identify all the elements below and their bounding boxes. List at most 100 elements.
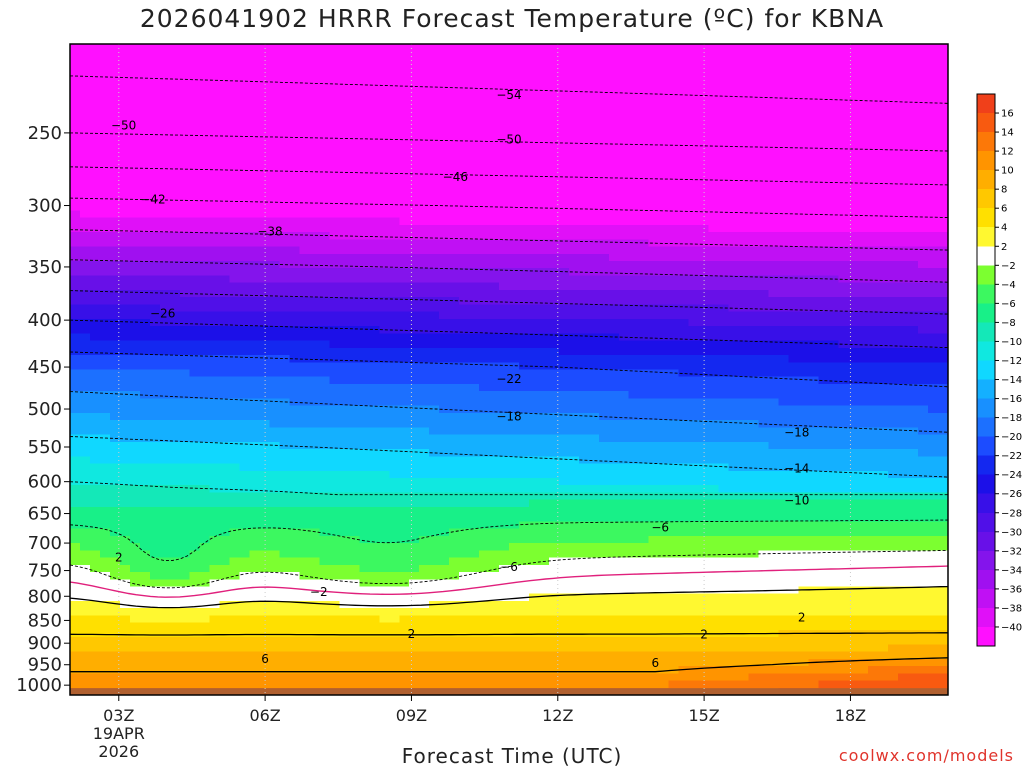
- temperature-cell: [399, 593, 410, 602]
- temperature-cell: [139, 579, 151, 588]
- temperature-cell: [548, 318, 560, 327]
- temperature-cell: [608, 217, 620, 226]
- temperature-cell: [489, 463, 500, 472]
- temperature-cell: [518, 282, 530, 291]
- temperature-cell: [538, 615, 550, 624]
- temperature-cell: [489, 557, 500, 566]
- temperature-cell: [289, 420, 301, 428]
- temperature-cell: [419, 159, 430, 168]
- temperature-cell: [469, 152, 480, 161]
- temperature-cell: [538, 261, 550, 269]
- temperature-cell: [199, 608, 211, 617]
- temperature-cell: [259, 485, 271, 494]
- temperature-cell: [499, 123, 510, 132]
- temperature-cell: [229, 261, 241, 269]
- temperature-cell: [209, 362, 221, 371]
- temperature-cell: [249, 651, 261, 660]
- temperature-cell: [129, 123, 141, 132]
- temperature-cell: [439, 268, 450, 277]
- temperature-cell: [209, 51, 221, 60]
- temperature-cell: [209, 166, 221, 175]
- temperature-cell: [199, 174, 211, 183]
- temperature-cell: [359, 152, 370, 161]
- temperature-cell: [489, 499, 500, 508]
- temperature-cell: [259, 232, 271, 240]
- temperature-cell: [299, 152, 311, 161]
- temperature-cell: [389, 557, 400, 566]
- temperature-cell: [489, 311, 500, 320]
- temperature-cell: [339, 261, 350, 269]
- temperature-cell: [459, 333, 470, 342]
- temperature-cell: [578, 217, 590, 226]
- temperature-cell: [159, 203, 171, 211]
- temperature-cell: [479, 94, 490, 103]
- temperature-cell: [568, 593, 580, 602]
- temperature-cell: [259, 195, 271, 204]
- temperature-cell: [269, 94, 281, 103]
- temperature-cell: [409, 224, 420, 233]
- temperature-cell: [289, 369, 301, 378]
- temperature-cell: [429, 232, 440, 240]
- temperature-cell: [109, 318, 121, 327]
- temperature-cell: [558, 282, 570, 291]
- temperature-cell: [399, 470, 410, 479]
- temperature-cell: [518, 261, 530, 269]
- temperature-cell: [558, 253, 570, 262]
- temperature-cell: [89, 492, 101, 501]
- temperature-cell: [558, 586, 570, 595]
- temperature-cell: [509, 253, 520, 262]
- temperature-cell: [79, 521, 91, 530]
- temperature-cell: [99, 65, 111, 74]
- temperature-cell: [419, 232, 430, 240]
- temperature-cell: [339, 485, 350, 494]
- temperature-cell: [189, 535, 201, 544]
- temperature-cell: [419, 297, 430, 305]
- temperature-cell: [399, 478, 410, 486]
- temperature-cell: [568, 101, 580, 110]
- temperature-cell: [558, 615, 570, 624]
- temperature-cell: [429, 239, 440, 248]
- temperature-cell: [558, 80, 570, 88]
- temperature-cell: [538, 326, 550, 334]
- temperature-cell: [269, 637, 281, 645]
- temperature-cell: [509, 116, 520, 125]
- temperature-cell: [568, 304, 580, 313]
- temperature-cell: [79, 355, 91, 363]
- temperature-cell: [439, 586, 450, 595]
- temperature-cell: [528, 391, 540, 400]
- temperature-cell: [528, 174, 540, 183]
- temperature-cell: [359, 514, 370, 522]
- temperature-cell: [239, 398, 251, 407]
- temperature-cell: [449, 637, 460, 645]
- temperature-cell: [279, 608, 291, 617]
- temperature-cell: [548, 644, 560, 653]
- temperature-cell: [119, 87, 131, 96]
- temperature-cell: [568, 420, 580, 428]
- temperature-cell: [379, 673, 390, 682]
- temperature-cell: [169, 123, 181, 132]
- temperature-cell: [319, 420, 331, 428]
- temperature-cell: [89, 347, 101, 356]
- temperature-cell: [359, 673, 370, 682]
- temperature-cell: [429, 405, 440, 414]
- temperature-cell: [548, 586, 560, 595]
- temperature-cell: [379, 174, 390, 183]
- temperature-cell: [538, 224, 550, 233]
- temperature-cell: [509, 572, 520, 580]
- temperature-cell: [419, 644, 430, 653]
- temperature-cell: [469, 174, 480, 183]
- temperature-cell: [359, 492, 370, 501]
- temperature-cell: [379, 369, 390, 378]
- temperature-cell: [349, 485, 360, 494]
- temperature-cell: [429, 499, 440, 508]
- temperature-cell: [578, 427, 590, 436]
- temperature-cell: [99, 311, 111, 320]
- temperature-cell: [309, 253, 321, 262]
- temperature-cell: [379, 333, 390, 342]
- temperature-cell: [289, 166, 301, 175]
- temperature-cell: [179, 174, 191, 183]
- temperature-cell: [429, 297, 440, 305]
- temperature-cell: [379, 311, 390, 320]
- temperature-cell: [538, 210, 550, 219]
- temperature-cell: [259, 181, 271, 190]
